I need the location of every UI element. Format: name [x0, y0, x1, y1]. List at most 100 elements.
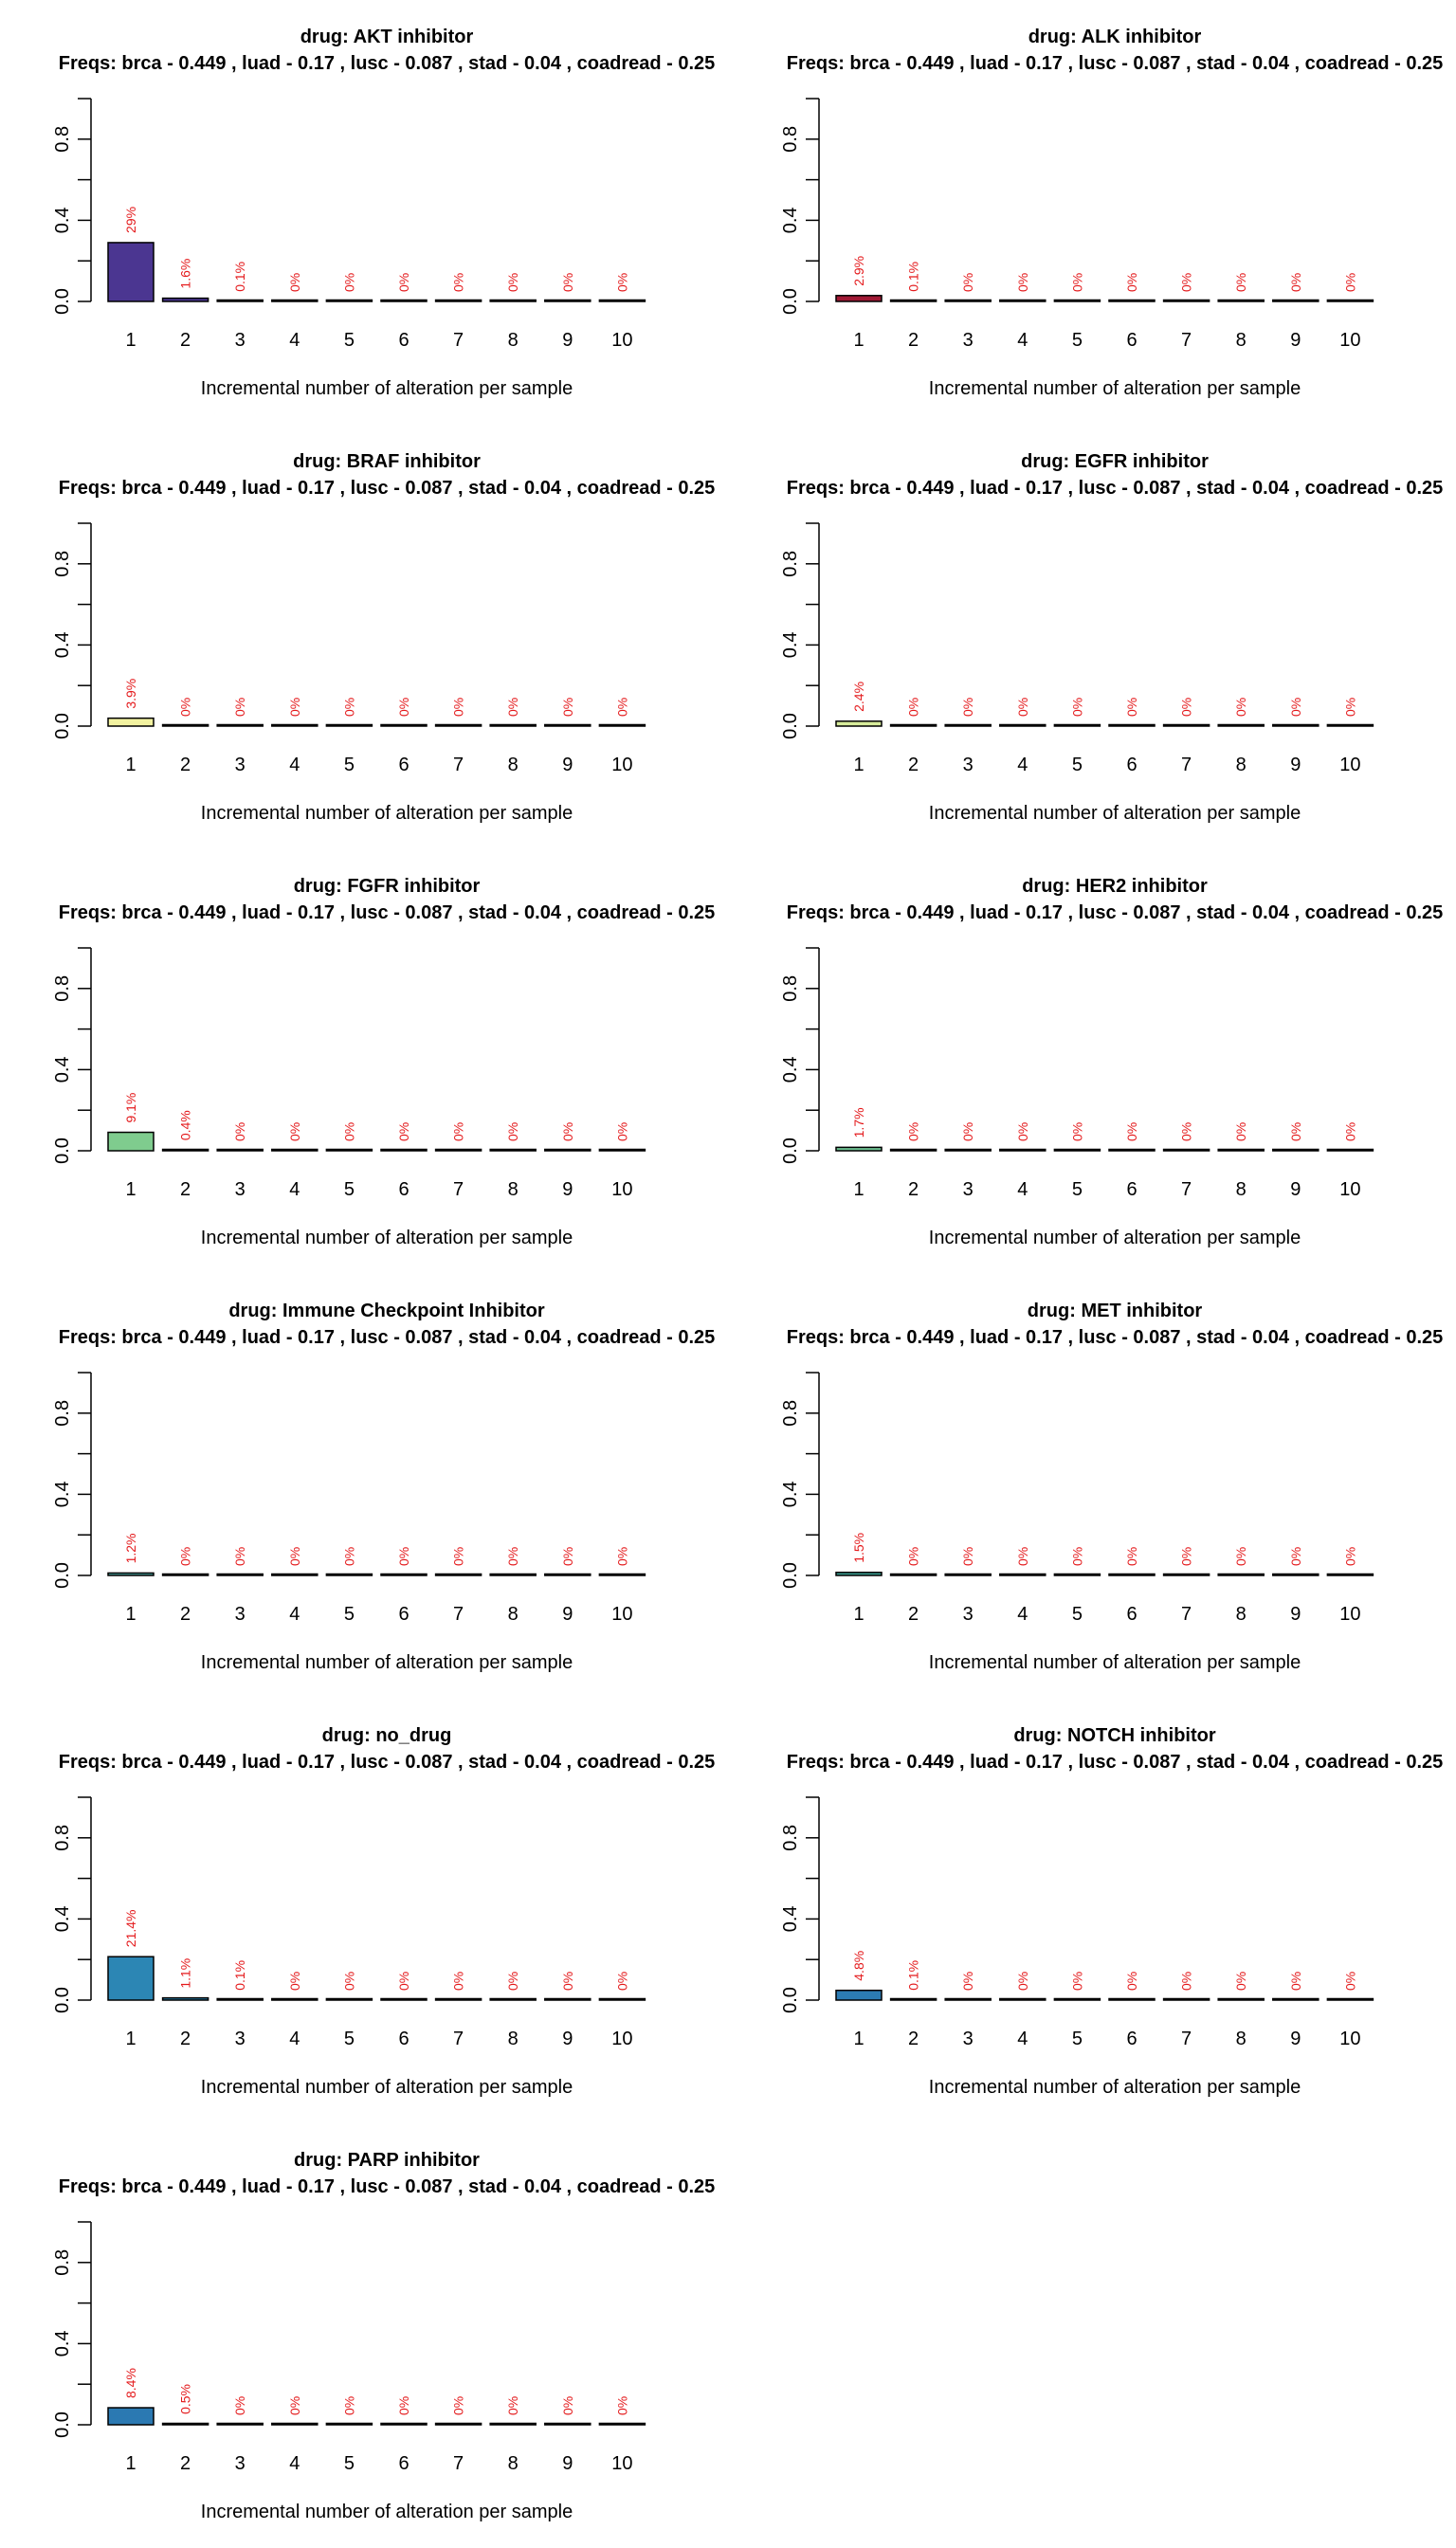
bar — [1326, 1997, 1374, 2001]
x-tick-label: 7 — [1181, 330, 1192, 351]
chart-panel: drug: EGFR inhibitor Freqs: brca - 0.449 … — [728, 425, 1456, 849]
bar — [944, 1573, 992, 1576]
x-tick-label: 7 — [453, 1604, 464, 1625]
data-label: 0% — [341, 1547, 356, 1566]
x-axis-label: Incremental number of alteration per sam… — [929, 1652, 1301, 1673]
x-tick-label: 10 — [611, 755, 632, 775]
data-label: 0% — [614, 1547, 629, 1566]
x-tick-label: 5 — [344, 2453, 355, 2474]
bar — [380, 723, 428, 727]
bar — [598, 2422, 646, 2426]
data-label: 21.4% — [123, 1910, 138, 1948]
data-label: 0% — [1124, 273, 1139, 292]
data-label: 0% — [560, 698, 575, 717]
bar — [598, 723, 646, 727]
data-label: 0% — [396, 1122, 411, 1141]
y-tick-label: 0.0 — [780, 713, 801, 739]
bar — [325, 299, 373, 302]
bar — [544, 1573, 592, 1576]
chart-title: drug: ALK inhibitor — [1028, 27, 1202, 47]
chart-panel: drug: no_drug Freqs: brca - 0.449 , luad … — [0, 1699, 728, 2123]
data-label: 0% — [287, 2396, 302, 2415]
data-label: 0% — [232, 1547, 247, 1566]
bar — [1108, 1573, 1156, 1576]
bar — [216, 1148, 264, 1152]
bar — [999, 299, 1046, 302]
x-tick-label: 5 — [344, 1604, 355, 1625]
bar — [216, 1997, 264, 2001]
bar — [835, 1146, 883, 1152]
x-tick-label: 2 — [908, 1604, 919, 1625]
bar — [944, 1997, 992, 2001]
data-label: 2.4% — [851, 682, 866, 712]
data-label: 0% — [614, 273, 629, 292]
data-label: 0% — [1288, 273, 1303, 292]
x-tick-label: 9 — [562, 755, 573, 775]
chart-title: drug: EGFR inhibitor — [1021, 451, 1209, 472]
y-tick-label: 0.8 — [52, 2249, 73, 2276]
x-tick-label: 4 — [289, 1179, 300, 1200]
y-tick-label: 0.4 — [780, 1481, 801, 1507]
data-label: 0% — [505, 698, 520, 717]
data-label: 9.1% — [123, 1093, 138, 1123]
bar — [380, 299, 428, 302]
x-tick-label: 2 — [180, 2453, 191, 2474]
bar — [271, 1148, 318, 1152]
x-tick-label: 8 — [508, 2453, 519, 2474]
bar — [325, 2422, 373, 2426]
x-tick-label: 3 — [963, 1179, 974, 1200]
bar — [1162, 299, 1210, 302]
x-tick-label: 8 — [1236, 1179, 1247, 1200]
bar — [489, 1573, 537, 1576]
data-label: 0% — [341, 1972, 356, 1991]
x-tick-label: 9 — [1290, 330, 1301, 351]
y-tick-label: 0.0 — [780, 1562, 801, 1589]
data-label: 0% — [1233, 698, 1248, 717]
bar — [889, 299, 937, 302]
data-label: 0% — [341, 1122, 356, 1141]
bar — [216, 723, 264, 727]
bar — [1217, 299, 1265, 302]
y-tick-label: 0.8 — [52, 1825, 73, 1851]
x-tick-label: 9 — [562, 2029, 573, 2049]
bar — [380, 1148, 428, 1152]
chart-title: drug: PARP inhibitor — [294, 2150, 480, 2171]
chart-panel: drug: BRAF inhibitor Freqs: brca - 0.449 … — [0, 425, 728, 849]
bar — [598, 1573, 646, 1576]
data-label: 1.7% — [851, 1107, 866, 1138]
x-tick-label: 2 — [180, 330, 191, 351]
data-label: 0% — [451, 273, 466, 292]
data-label: 0% — [1179, 698, 1194, 717]
y-tick-label: 0.4 — [780, 207, 801, 233]
chart-panel: drug: ALK inhibitor Freqs: brca - 0.449 ,… — [728, 0, 1456, 425]
x-tick-label: 7 — [453, 1179, 464, 1200]
bar — [1053, 1573, 1101, 1576]
x-tick-label: 10 — [611, 1179, 632, 1200]
data-label: 1.1% — [178, 1958, 193, 1989]
data-label: 0.4% — [178, 1110, 193, 1140]
x-tick-label: 2 — [908, 2029, 919, 2049]
data-label: 0% — [1069, 1547, 1084, 1566]
data-label: 0% — [1015, 273, 1030, 292]
data-label: 0% — [1233, 1547, 1248, 1566]
bar — [1162, 1148, 1210, 1152]
x-tick-label: 6 — [398, 2453, 409, 2474]
bar — [598, 299, 646, 302]
data-label: 0% — [614, 2396, 629, 2415]
bar — [889, 1148, 937, 1152]
data-label: 0% — [560, 1547, 575, 1566]
data-label: 0% — [960, 1547, 975, 1566]
y-tick-label: 0.8 — [780, 1825, 801, 1851]
bar — [598, 1148, 646, 1152]
chart-subtitle: Freqs: brca - 0.449 , luad - 0.17 , lusc… — [787, 478, 1444, 499]
data-label: 0% — [1288, 698, 1303, 717]
bar — [271, 1573, 318, 1576]
chart-panel: drug: FGFR inhibitor Freqs: brca - 0.449 … — [0, 849, 728, 1274]
data-label: 0% — [1015, 1122, 1030, 1141]
x-tick-label: 4 — [289, 1604, 300, 1625]
bar — [1217, 1573, 1265, 1576]
bar — [1272, 1148, 1320, 1152]
x-tick-label: 5 — [1072, 755, 1083, 775]
data-label: 0% — [396, 698, 411, 717]
